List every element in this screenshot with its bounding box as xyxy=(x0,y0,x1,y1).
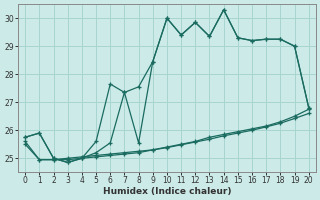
X-axis label: Humidex (Indice chaleur): Humidex (Indice chaleur) xyxy=(103,187,231,196)
